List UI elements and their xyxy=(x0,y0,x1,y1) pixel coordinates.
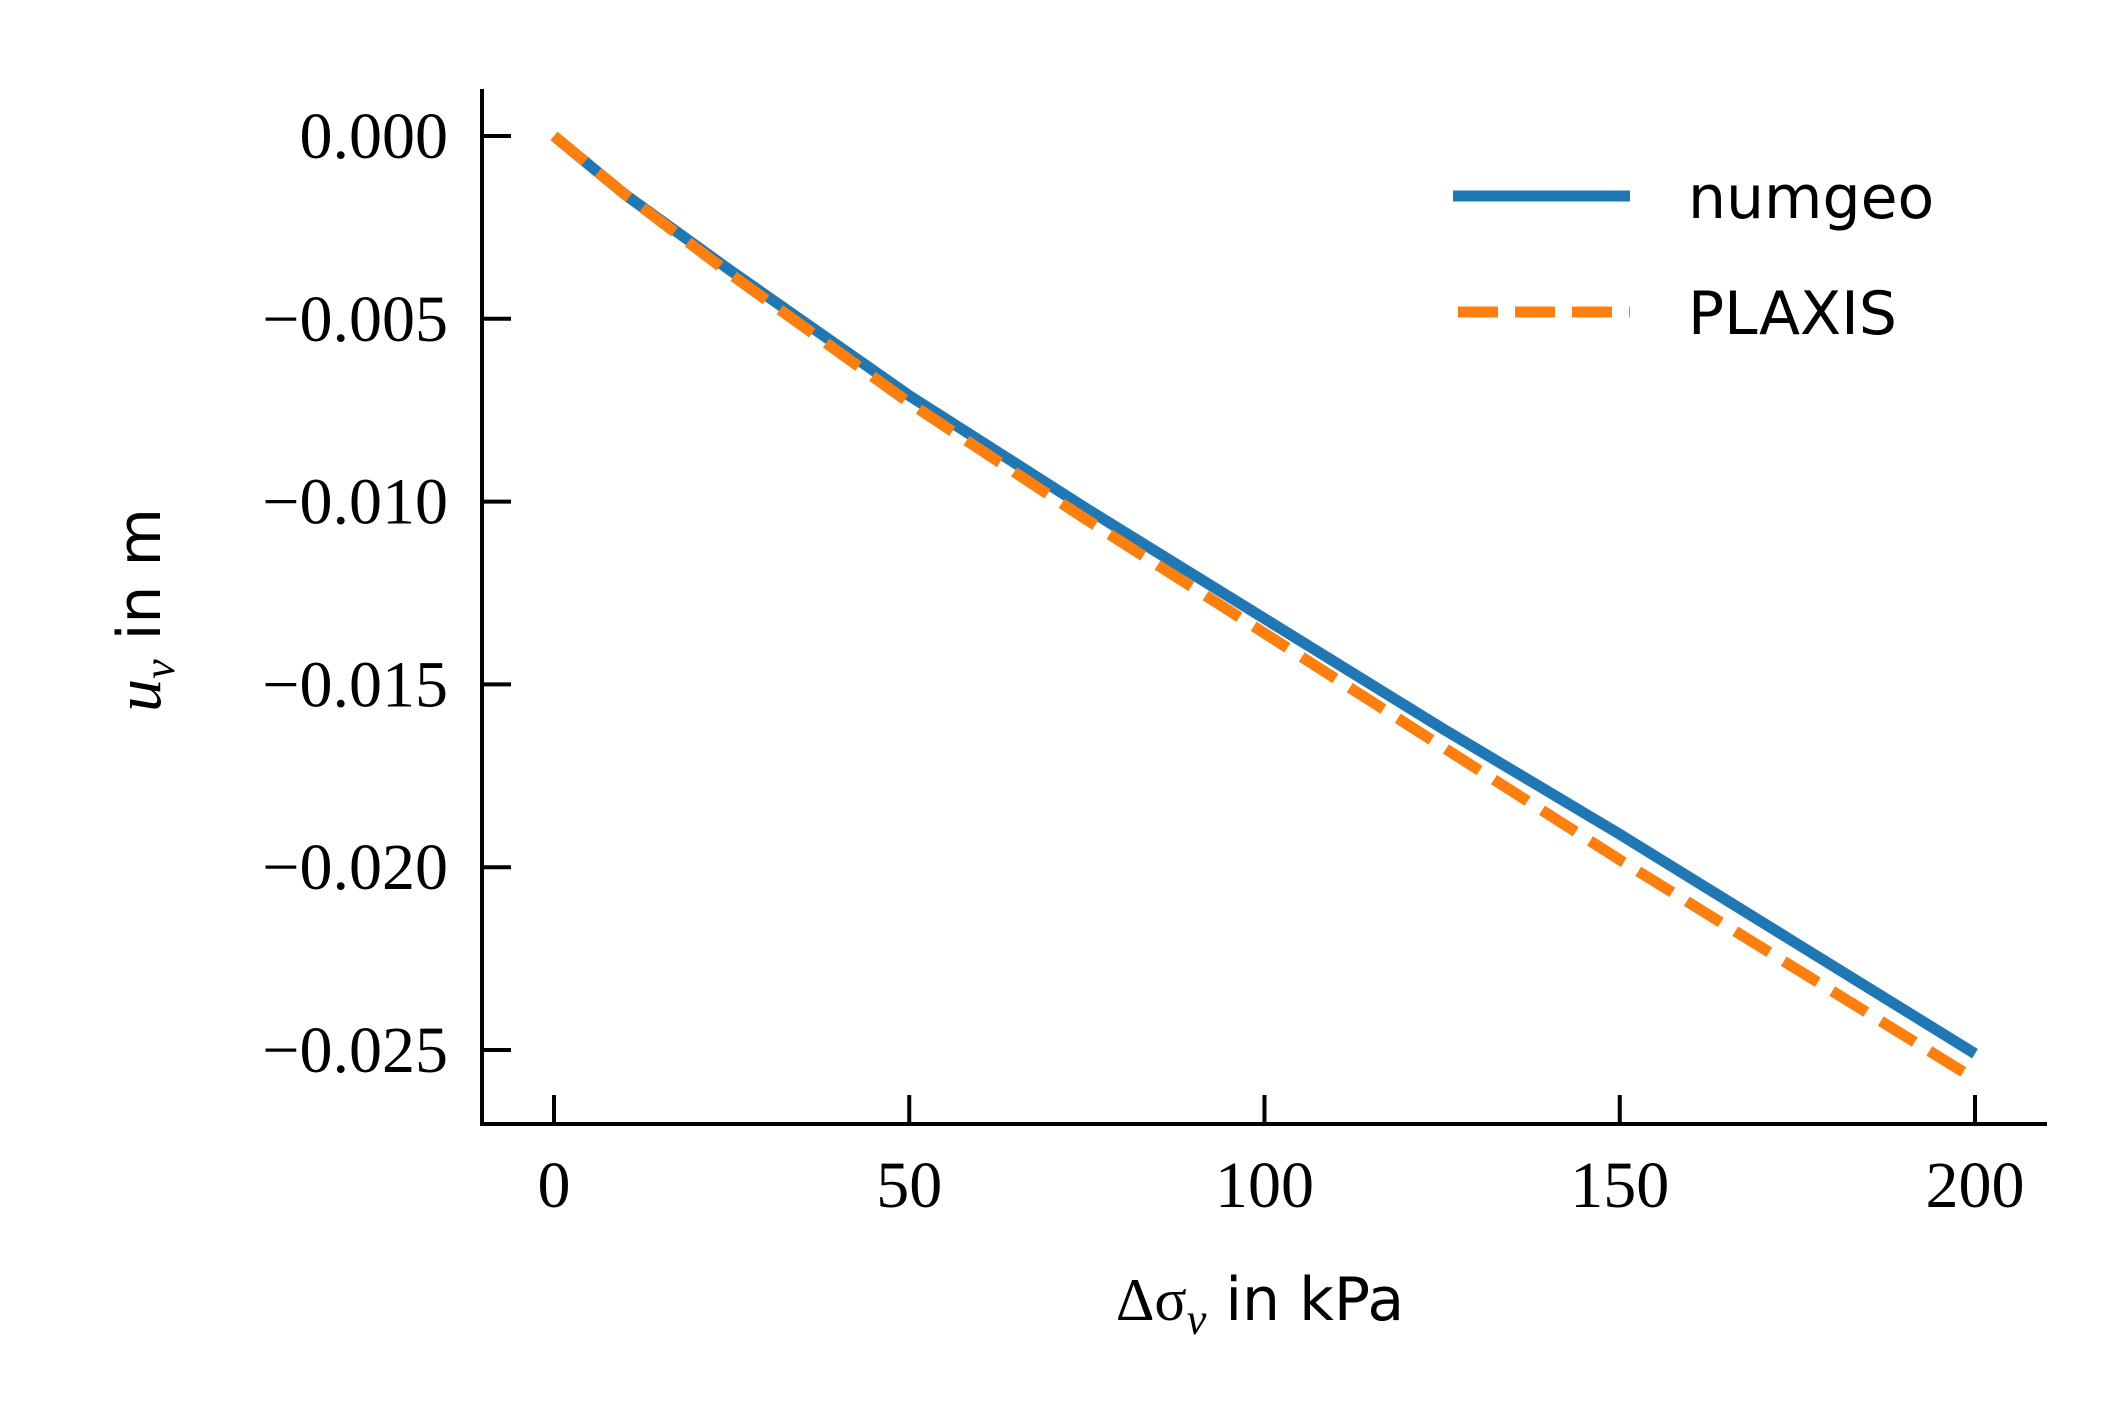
y-tick-label: 0.000 xyxy=(300,100,449,173)
x-tick-label: 150 xyxy=(1570,1149,1669,1222)
y-tick-label: −0.025 xyxy=(262,1014,448,1087)
legend: numgeo PLAXIS xyxy=(1453,163,1934,349)
legend-label-numgeo: numgeo xyxy=(1688,163,1934,233)
legend-label-plaxis: PLAXIS xyxy=(1688,279,1897,349)
y-tick-label: −0.015 xyxy=(262,648,448,721)
x-ticks: 0 50 100 150 200 xyxy=(538,1095,2025,1222)
series-line-numgeo xyxy=(550,131,1978,1059)
y-ticks: 0.000 −0.005 −0.010 −0.015 −0.020 −0.025 xyxy=(262,100,511,1087)
y-axis-label: uv in m xyxy=(102,508,184,712)
y-tick-label: −0.020 xyxy=(262,831,448,904)
y-tick-label: −0.005 xyxy=(262,283,448,356)
x-tick-label: 0 xyxy=(538,1149,571,1222)
plot-area xyxy=(550,131,1978,1084)
y-tick-label: −0.010 xyxy=(262,466,448,539)
x-tick-label: 100 xyxy=(1215,1149,1314,1222)
x-tick-label: 200 xyxy=(1926,1149,2025,1222)
x-tick-label: 50 xyxy=(876,1149,942,1222)
x-axis-label: Δσv in kPa xyxy=(1116,1265,1404,1344)
series-line-plaxis xyxy=(550,131,1978,1084)
